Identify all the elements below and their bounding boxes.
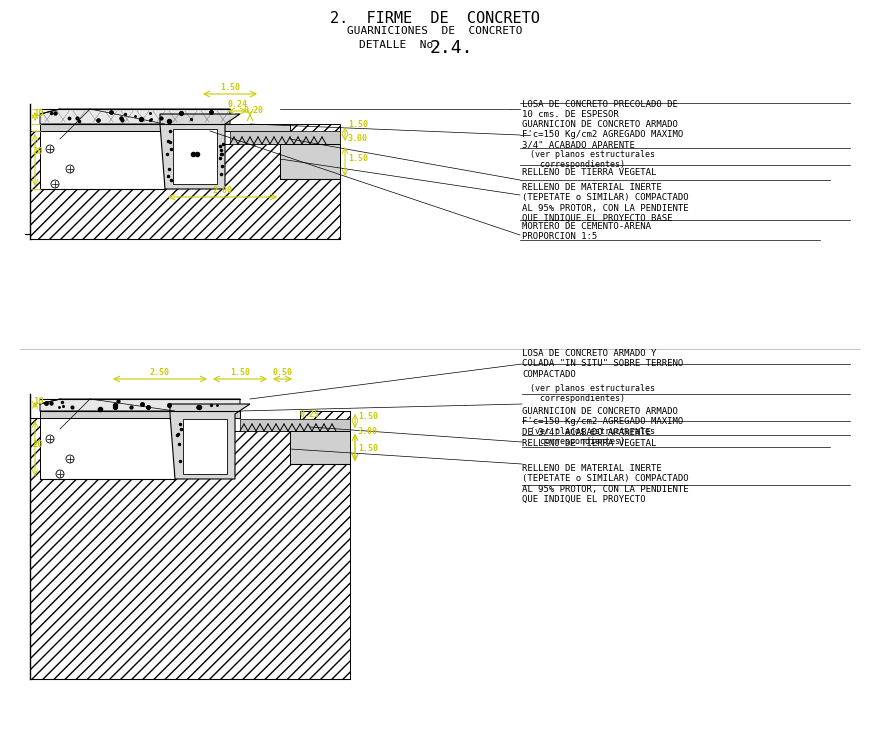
Text: 0.50: 0.50 [272,368,292,377]
Polygon shape [280,144,340,179]
Text: 1.50: 1.50 [357,444,377,453]
Text: LOSA DE CONCRETO ARMADO Y
COLADA "IN SITU" SOBRE TERRENO
COMPACTADO: LOSA DE CONCRETO ARMADO Y COLADA "IN SIT… [521,349,682,379]
Text: (ver planos estructurales
  correspondientes): (ver planos estructurales correspondient… [529,384,654,403]
Polygon shape [40,399,240,411]
Text: GUARNICION DE CONCRETO ARMADO
F'c=150 Kg/cm2 AGREGADO MAXIMO
3/4" ACABADO APAREN: GUARNICION DE CONCRETO ARMADO F'c=150 Kg… [521,120,682,149]
Text: 1.50: 1.50 [348,154,368,163]
Polygon shape [289,431,349,464]
Text: (ver planos estructurales
  correspondientes): (ver planos estructurales correspondient… [529,150,654,169]
Polygon shape [40,109,229,124]
Text: 1.50: 1.50 [220,83,240,92]
Polygon shape [173,129,216,184]
Text: 3.00: 3.00 [348,134,368,143]
Text: RELLENO DE TIERRA VEGETAL: RELLENO DE TIERRA VEGETAL [521,439,655,448]
Text: DETALLE  No.: DETALLE No. [359,40,440,50]
Text: GUARNICION DE CONCRETO ARMADO
F'c=150 Kg/cm2 AGREGADO MAXIMO
DE 3/4" ACABADO APA: GUARNICION DE CONCRETO ARMADO F'c=150 Kg… [521,407,682,437]
Text: RELLENO DE MATERIAL INERTE
(TEPETATE o SIMILAR) COMPACTADO
AL 95% PROTOR, CON LA: RELLENO DE MATERIAL INERTE (TEPETATE o S… [521,464,688,504]
Text: 1.50: 1.50 [348,120,368,129]
Text: 0.25: 0.25 [300,410,320,419]
Text: 1.50: 1.50 [357,412,377,421]
Text: 20: 20 [33,147,43,156]
Text: MORTERO DE CEMENTO-ARENA
PROPORCION 1:5: MORTERO DE CEMENTO-ARENA PROPORCION 1:5 [521,222,650,241]
Text: 10: 10 [33,397,43,406]
Text: LOSA DE CONCRETO PRECOLADO DE
10 cms. DE ESPESOR: LOSA DE CONCRETO PRECOLADO DE 10 cms. DE… [521,100,677,120]
Text: 2.4.: 2.4. [429,39,473,57]
Text: 2.50: 2.50 [149,368,169,377]
Text: 0.20: 0.20 [243,106,263,115]
Polygon shape [240,419,349,431]
Text: (ver planos estructurales
  correspondientes): (ver planos estructurales correspondient… [529,427,654,446]
Text: RELLENO DE TIERRA VEGETAL: RELLENO DE TIERRA VEGETAL [521,168,655,177]
Text: 3.00: 3.00 [357,427,377,436]
Text: 0.24: 0.24 [227,100,247,109]
Polygon shape [169,404,249,479]
Text: 2.00: 2.00 [212,186,232,195]
Text: 2.  FIRME  DE  CONCRETO: 2. FIRME DE CONCRETO [329,11,540,26]
Bar [40,124,289,131]
Text: RELLENO DE MATERIAL INERTE
(TEPETATE o SIMILAR) COMPACTADO
AL 95% PROTOR, CON LA: RELLENO DE MATERIAL INERTE (TEPETATE o S… [521,183,688,223]
Polygon shape [229,131,340,144]
Text: 10: 10 [33,109,43,118]
Text: GUARNICIONES  DE  CONCRETO: GUARNICIONES DE CONCRETO [347,26,522,36]
Bar [40,411,240,418]
Text: 20: 20 [33,440,43,449]
Text: 1.50: 1.50 [229,368,249,377]
Polygon shape [160,114,240,189]
Polygon shape [182,419,227,474]
